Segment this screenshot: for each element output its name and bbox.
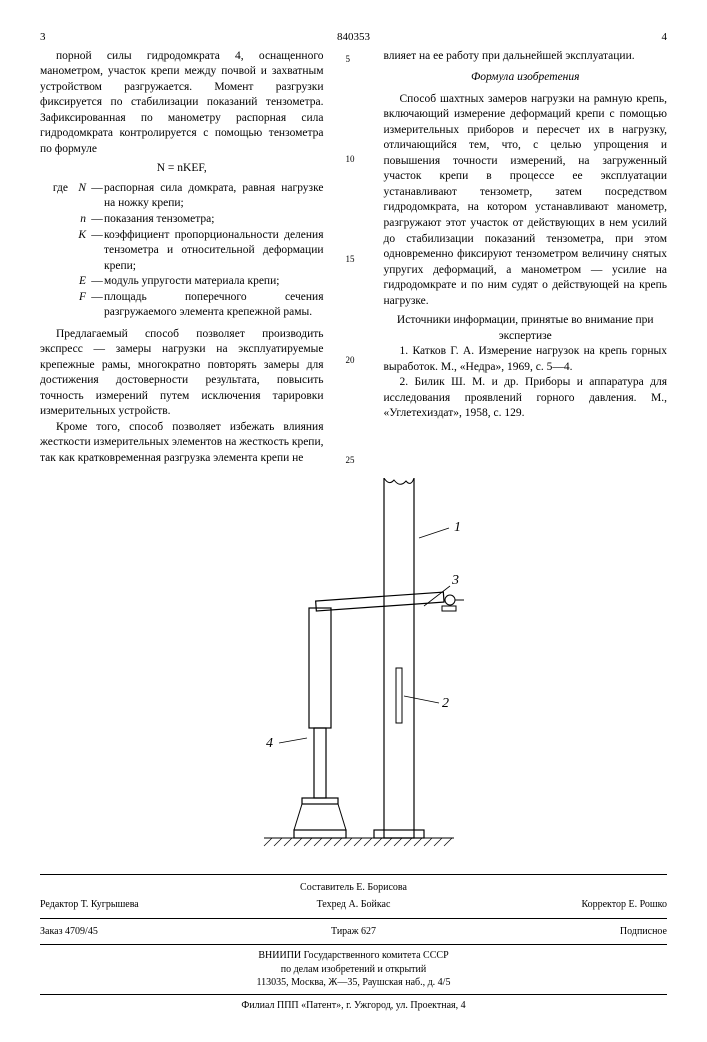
formula: N = nKEF, <box>40 161 324 177</box>
symbol: n <box>72 212 90 228</box>
paragraph: порной силы гидродомкрата 4, оснащенного… <box>40 49 324 158</box>
figure-label-2: 2 <box>442 696 449 711</box>
definition: коэффициент пропорциональности деления т… <box>104 228 324 275</box>
figure-label-4: 4 <box>266 736 273 751</box>
address-line: Филиал ППП «Патент», г. Ужгород, ул. Про… <box>40 999 667 1013</box>
left-column: порной силы гидродомкрата 4, оснащенного… <box>40 49 324 466</box>
address-line: 113035, Москва, Ж—35, Раушская наб., д. … <box>40 976 667 990</box>
sources-block: Источники информации, принятые во вниман… <box>384 313 668 422</box>
symbol: F <box>72 290 90 321</box>
where-label: где <box>40 181 72 212</box>
text-columns: порной силы гидродомкрата 4, оснащенного… <box>40 49 667 466</box>
page-num-left: 3 <box>40 30 80 45</box>
definition: показания тензометра; <box>104 212 324 228</box>
source-item: 1. Катков Г. А. Измерение нагрузок на кр… <box>384 344 668 375</box>
paragraph: влияет на ее работу при дальнейшей экспл… <box>384 49 668 65</box>
definition: площадь поперечного сечения разгружаемог… <box>104 290 324 321</box>
symbol: N <box>72 181 90 212</box>
claim-text: Способ шахтных замеров нагрузки на рамну… <box>384 92 668 309</box>
org-line: по делам изобретений и открытий <box>40 963 667 977</box>
symbol: K <box>72 228 90 275</box>
page-header: 3 840353 4 <box>40 30 667 45</box>
imprint-footer: Составитель Е. Борисова Редактор Т. Кугр… <box>40 879 667 1013</box>
document-number: 840353 <box>337 30 370 45</box>
definition: распорная сила домкрата, равная нагрузке… <box>104 181 324 212</box>
claim-title: Формула изобретения <box>384 70 668 86</box>
page-num-right: 4 <box>627 30 667 45</box>
source-item: 2. Билик Ш. М. и др. Приборы и аппаратур… <box>384 375 668 422</box>
symbol: E <box>72 274 90 290</box>
technical-figure: 1 3 2 4 <box>40 478 667 864</box>
sources-title: Источники информации, принятые во вниман… <box>384 313 668 344</box>
figure-label-1: 1 <box>454 520 461 535</box>
definition: модуль упругости материала крепи; <box>104 274 324 290</box>
org-line: ВНИИПИ Государственного комитета СССР <box>40 949 667 963</box>
paragraph: Предлагаемый способ позволяет производит… <box>40 327 324 420</box>
where-block: где N — распорная сила домкрата, равная … <box>40 181 324 321</box>
line-number-gutter: 5 10 15 20 25 <box>346 49 362 466</box>
right-column: влияет на ее работу при дальнейшей экспл… <box>384 49 668 466</box>
paragraph: Кроме того, способ позволяет избежать вл… <box>40 420 324 467</box>
figure-label-3: 3 <box>451 573 459 588</box>
